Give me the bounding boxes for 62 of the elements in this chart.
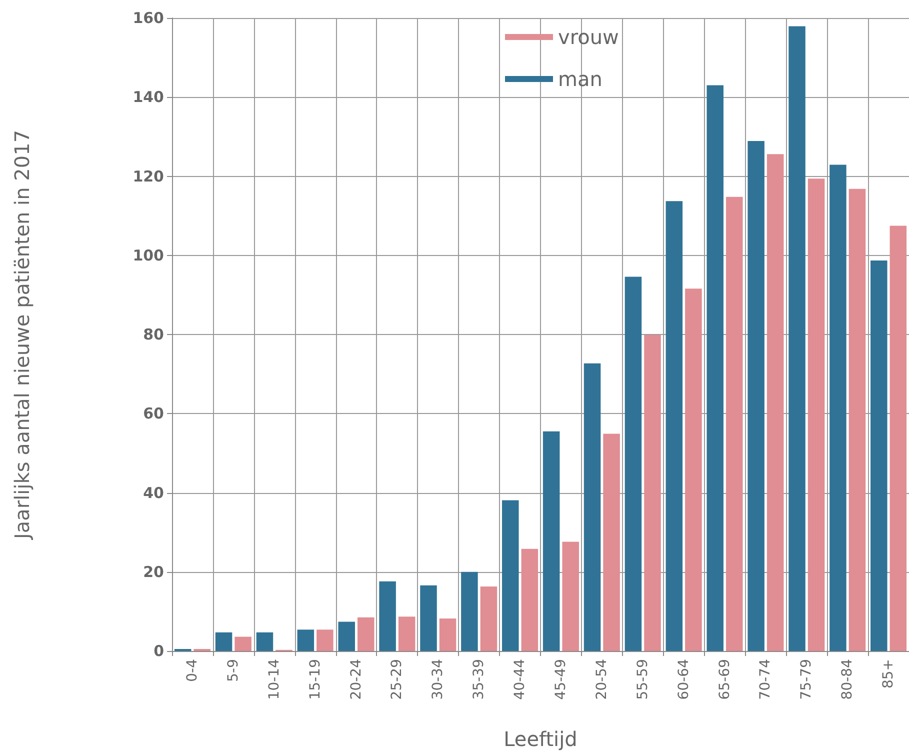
- x-tick-label: 80-84: [840, 658, 856, 700]
- bar: [562, 542, 579, 651]
- bar: [521, 548, 538, 651]
- bar: [870, 260, 888, 651]
- x-tick-label: 75-79: [798, 659, 815, 700]
- bar: [480, 586, 498, 651]
- bar: [338, 622, 355, 651]
- x-tick-label: 20-24: [348, 658, 364, 700]
- x-tick-label: 0-4: [184, 658, 200, 682]
- x-tick-label: 70-74: [758, 658, 774, 700]
- bar: [358, 617, 374, 651]
- bar: [502, 500, 519, 651]
- bar: [584, 363, 601, 651]
- bar: [830, 164, 846, 651]
- bar: [890, 226, 907, 651]
- bar: [726, 196, 743, 651]
- y-tick-label: 160: [132, 9, 164, 27]
- bar: [542, 431, 560, 651]
- bar: [644, 334, 661, 651]
- y-tick-label: 20: [143, 562, 164, 581]
- bar: [766, 154, 784, 651]
- x-tick-label: 60-64: [676, 658, 692, 700]
- bar: [748, 141, 764, 651]
- bar: [706, 85, 724, 651]
- bar: [215, 632, 232, 651]
- y-tick-label: 0: [154, 642, 164, 660]
- x-tick-label: 15-19: [307, 659, 324, 700]
- x-tick-label: 45-49: [552, 659, 569, 700]
- bar: [848, 188, 866, 651]
- y-tick-label: 120: [132, 167, 164, 186]
- x-tick-label: 30-34: [430, 658, 446, 700]
- x-tick-label: 55-59: [634, 659, 651, 700]
- bar: [788, 26, 806, 651]
- x-tick-label: 10-14: [266, 658, 282, 700]
- bar: [398, 616, 416, 651]
- x-tick-label: 40-44: [512, 658, 528, 700]
- bar: [379, 581, 396, 651]
- bar: [666, 201, 683, 651]
- x-tick-label: 85+: [880, 659, 897, 689]
- bar: [685, 288, 702, 651]
- y-tick-label: 80: [143, 326, 164, 344]
- bar: [256, 632, 274, 651]
- bar: [624, 276, 642, 651]
- x-tick-label: 35-39: [471, 659, 488, 700]
- bar: [461, 572, 478, 651]
- bar: [603, 434, 620, 651]
- x-tick-label: 20-54: [594, 658, 610, 700]
- bar: [439, 618, 456, 651]
- x-tick-label: 25-29: [389, 659, 406, 700]
- y-tick-label: 40: [143, 484, 164, 502]
- bar: [316, 630, 334, 651]
- y-axis-title: Jaarlijks aantal nieuwe patiënten in 2017: [10, 130, 34, 542]
- x-tick-label: 5-9: [225, 659, 242, 682]
- bar: [297, 630, 314, 651]
- bar: [234, 636, 252, 651]
- y-tick-label: 60: [143, 404, 164, 423]
- bar: [808, 178, 825, 651]
- bar: [420, 585, 437, 651]
- x-axis-title: Leeftijd: [504, 727, 578, 751]
- y-tick-label: 140: [132, 88, 164, 106]
- y-tick-label: 100: [132, 246, 164, 264]
- x-tick-label: 65-69: [716, 659, 733, 700]
